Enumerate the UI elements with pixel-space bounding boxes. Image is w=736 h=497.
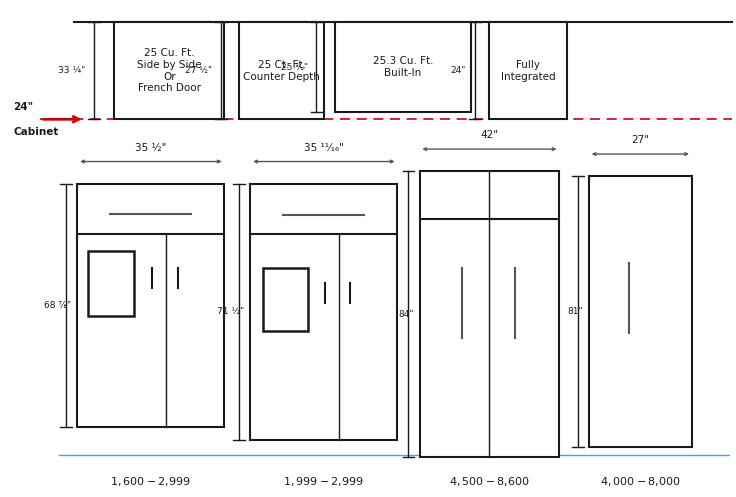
Text: Cabinet: Cabinet xyxy=(13,127,59,137)
Bar xyxy=(335,22,471,112)
Text: 25 ⅜": 25 ⅜" xyxy=(280,63,308,72)
Text: 42": 42" xyxy=(481,130,498,140)
Text: 24": 24" xyxy=(450,66,466,76)
Text: 27 ½": 27 ½" xyxy=(185,66,212,76)
Bar xyxy=(489,22,567,119)
Text: 35 ½": 35 ½" xyxy=(135,143,166,153)
Bar xyxy=(420,171,559,457)
Text: $4,000 - $8,000: $4,000 - $8,000 xyxy=(600,475,681,488)
Bar xyxy=(263,268,308,331)
Text: $1,999 - $2,999: $1,999 - $2,999 xyxy=(283,475,364,488)
Text: $4,500 - $8,600: $4,500 - $8,600 xyxy=(449,475,530,488)
Text: 25 Cu. Ft.
Side by Side
Or
French Door: 25 Cu. Ft. Side by Side Or French Door xyxy=(137,48,202,93)
Text: 81": 81" xyxy=(567,307,583,317)
Text: 35 ¹¹⁄₁₆": 35 ¹¹⁄₁₆" xyxy=(304,143,344,153)
Text: 68 ⅞": 68 ⅞" xyxy=(44,301,71,310)
Text: 24": 24" xyxy=(13,102,33,112)
Text: 25.3 Cu. Ft.
Built-In: 25.3 Cu. Ft. Built-In xyxy=(372,56,434,78)
Text: Fully
Integrated: Fully Integrated xyxy=(500,60,556,82)
Bar xyxy=(589,176,692,447)
Bar xyxy=(77,184,224,427)
Bar xyxy=(88,251,134,316)
Text: 71 ½": 71 ½" xyxy=(217,307,244,317)
Text: 25 Ct. Ft.
Counter Depth: 25 Ct. Ft. Counter Depth xyxy=(243,60,320,82)
Text: 33 ¼": 33 ¼" xyxy=(58,66,85,76)
Bar xyxy=(250,184,397,440)
Text: 84": 84" xyxy=(398,310,414,319)
Bar xyxy=(114,22,224,119)
Bar xyxy=(239,22,324,119)
Text: $1,600 - $2,999: $1,600 - $2,999 xyxy=(110,475,191,488)
Text: 27": 27" xyxy=(631,135,649,145)
